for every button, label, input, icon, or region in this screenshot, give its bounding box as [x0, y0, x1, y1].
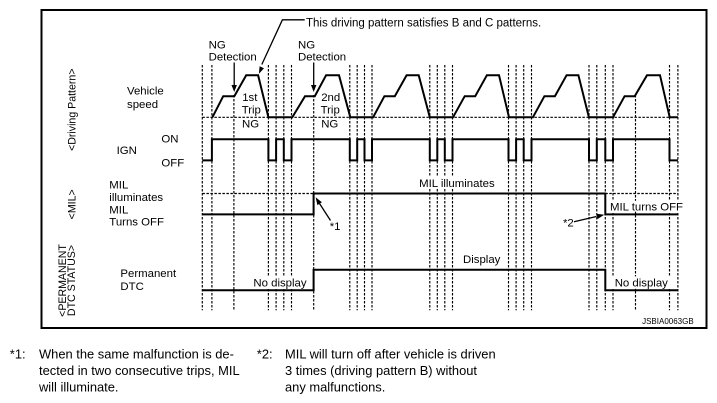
svg-text:DTC STATUS>: DTC STATUS> — [66, 245, 78, 316]
svg-text:Display: Display — [463, 254, 501, 266]
svg-text:2nd: 2nd — [321, 92, 340, 104]
svg-text:1st: 1st — [242, 92, 258, 104]
svg-text:IGN: IGN — [117, 145, 137, 157]
svg-text:will illuminate.: will illuminate. — [38, 379, 119, 394]
svg-text:*1:: *1: — [10, 347, 26, 362]
svg-text:*2:: *2: — [257, 347, 273, 362]
svg-text:MIL illuminates: MIL illuminates — [419, 178, 495, 190]
svg-text:DTC: DTC — [120, 281, 143, 293]
svg-text:Detection: Detection — [209, 52, 257, 64]
svg-text:speed: speed — [127, 99, 158, 111]
svg-text:3 times (driving pattern B) wi: 3 times (driving pattern B) without — [285, 363, 477, 378]
svg-text:NG: NG — [242, 119, 259, 131]
svg-text:Detection: Detection — [298, 52, 346, 64]
svg-text:No display: No display — [253, 277, 306, 289]
svg-text:any malfunctions.: any malfunctions. — [285, 379, 385, 394]
svg-text:tected in two consecutive trip: tected in two consecutive trips, MIL — [39, 363, 240, 378]
svg-text:OFF: OFF — [161, 158, 184, 170]
svg-text:MIL will turn off after vehicl: MIL will turn off after vehicle is drive… — [285, 347, 496, 362]
svg-text:Turns OFF: Turns OFF — [109, 217, 164, 229]
svg-text:NG: NG — [209, 40, 226, 52]
svg-text:<Driving Pattern>: <Driving Pattern> — [67, 68, 79, 150]
svg-text:MIL: MIL — [109, 204, 128, 216]
svg-text:illuminates: illuminates — [109, 192, 163, 204]
svg-text:No display: No display — [615, 277, 668, 289]
svg-text:Vehicle: Vehicle — [127, 86, 164, 98]
svg-text:JSBIA0063GB: JSBIA0063GB — [642, 317, 694, 326]
svg-text:Trip: Trip — [321, 105, 340, 117]
svg-text:<MIL>: <MIL> — [67, 189, 79, 219]
svg-text:*2: *2 — [563, 218, 574, 230]
svg-text:NG: NG — [321, 119, 338, 131]
svg-text:*1: *1 — [330, 221, 341, 233]
svg-text:ON: ON — [161, 133, 178, 145]
svg-text:This driving pattern satisfies: This driving pattern satisfies B and C p… — [306, 17, 541, 29]
svg-text:Permanent: Permanent — [120, 268, 177, 280]
svg-text:NG: NG — [298, 40, 315, 52]
svg-text:Trip: Trip — [242, 105, 261, 117]
svg-text:When the same malfunction is d: When the same malfunction is de- — [39, 347, 234, 362]
svg-text:MIL turns OFF: MIL turns OFF — [610, 201, 683, 213]
svg-text:MIL: MIL — [109, 180, 128, 192]
svg-text:<PERMANENT: <PERMANENT — [57, 244, 69, 317]
